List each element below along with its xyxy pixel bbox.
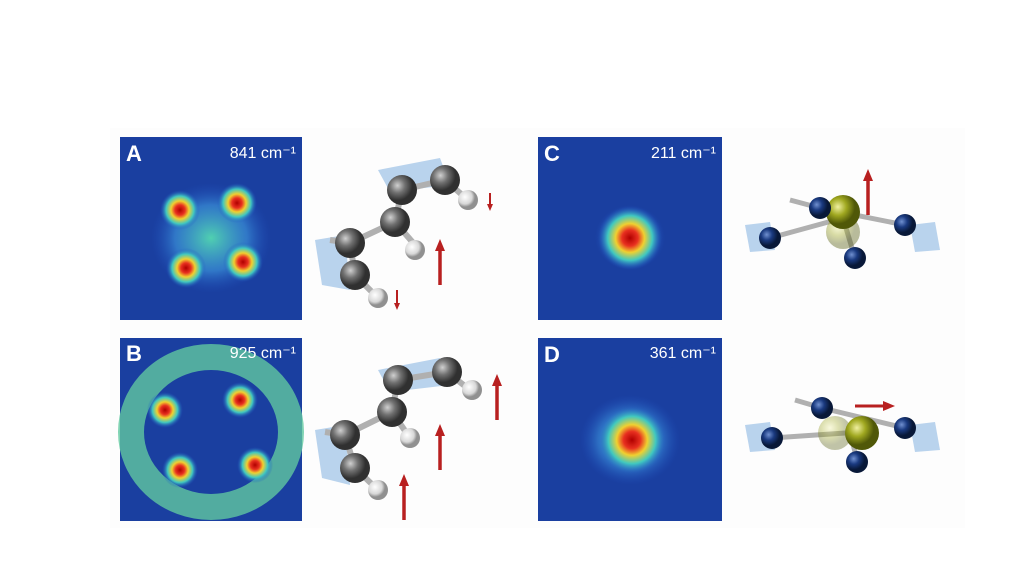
frequency: 925 cm⁻¹	[230, 345, 296, 362]
frequency: 361 cm⁻¹	[650, 345, 716, 362]
heatmap-a: A 841 cm⁻¹	[120, 137, 302, 320]
molecule-b	[315, 357, 504, 522]
panel-label: D	[544, 342, 560, 367]
panel-label: A	[126, 141, 142, 166]
molecule-c	[745, 167, 940, 269]
frequency: 841 cm⁻¹	[230, 145, 296, 162]
molecule-d	[745, 397, 940, 473]
heatmap-c: C 211 cm⁻¹	[538, 137, 722, 320]
panel-label: C	[544, 141, 560, 166]
molecule-a	[315, 158, 493, 310]
frequency: 211 cm⁻¹	[651, 145, 716, 162]
heatmap-d: D 361 cm⁻¹	[538, 338, 722, 521]
panel-label: B	[126, 341, 142, 366]
heatmap-b: B 925 cm⁻¹	[118, 338, 304, 521]
